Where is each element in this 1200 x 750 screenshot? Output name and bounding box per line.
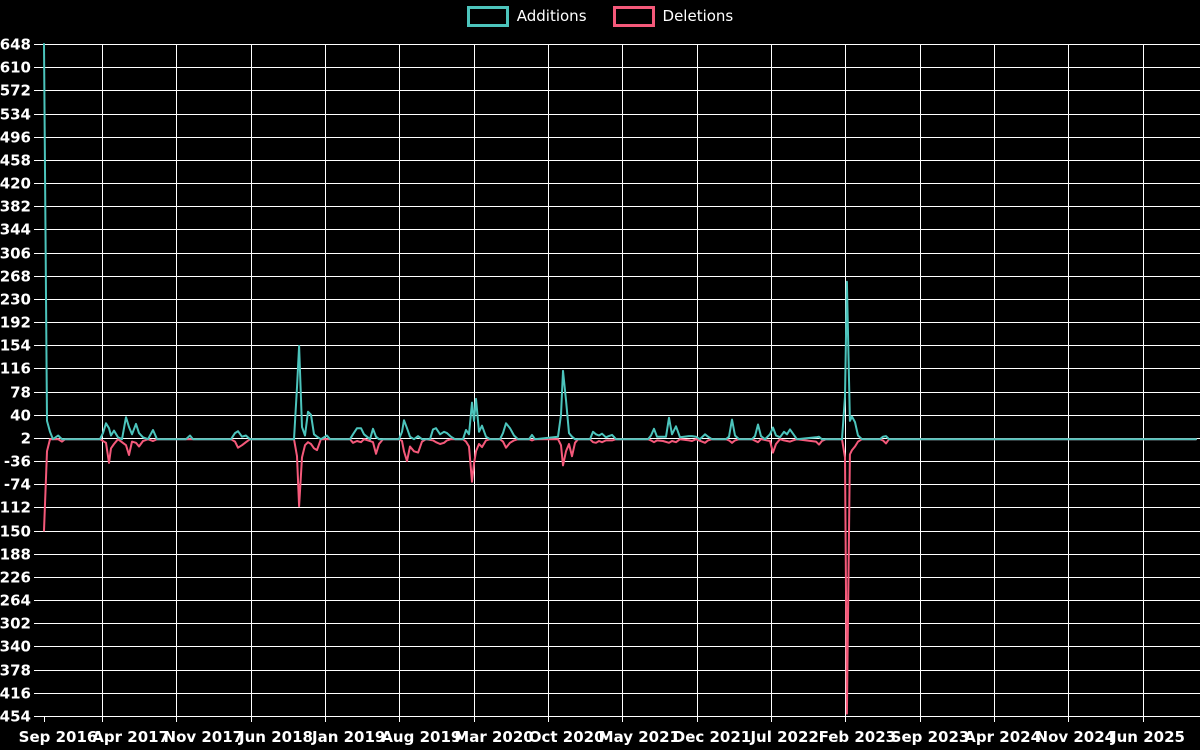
- y-tick-label: 40: [10, 407, 31, 425]
- y-tick-label: -340: [0, 638, 31, 656]
- x-tick-label: Dec 2021: [673, 728, 752, 746]
- y-tick-label: -416: [0, 685, 31, 703]
- x-tick-label: Aug 2019: [381, 728, 461, 746]
- additions-swatch-icon: [466, 6, 509, 27]
- y-tick-label: -264: [0, 592, 31, 610]
- deletions-swatch-icon: [612, 6, 655, 27]
- legend-item-additions[interactable]: Additions: [466, 6, 587, 27]
- x-tick-label: Jul 2022: [749, 728, 818, 746]
- x-tick-label: May 2021: [599, 728, 680, 746]
- y-tick-label: 268: [0, 268, 31, 286]
- y-tick-label: 192: [0, 314, 31, 332]
- legend-label-deletions: Deletions: [662, 7, 734, 25]
- series-line-deletions: [43, 438, 1197, 715]
- y-tick-label: -188: [0, 546, 31, 564]
- y-tick-label: 496: [0, 129, 31, 147]
- chart-legend: Additions Deletions: [0, 6, 1200, 27]
- y-tick-label: -112: [0, 499, 31, 517]
- y-tick-label: 154: [0, 337, 31, 355]
- x-tick-label: Jun 2018: [238, 728, 313, 746]
- y-tick-label: 116: [0, 360, 31, 378]
- x-tick-label: Feb 2023: [819, 728, 897, 746]
- y-tick-label: -302: [0, 615, 31, 633]
- y-tick-label: -36: [4, 453, 31, 471]
- y-tick-label: 78: [10, 384, 31, 402]
- x-tick-label: Sep 2016: [19, 728, 98, 746]
- y-tick-label: 648: [0, 36, 31, 54]
- legend-label-additions: Additions: [516, 7, 587, 25]
- x-tick-label: Sep 2023: [891, 728, 970, 746]
- y-tick-label: -378: [0, 662, 31, 680]
- y-tick-label: 534: [0, 106, 31, 124]
- x-tick-label: Apr 2017: [92, 728, 169, 746]
- y-tick-label: 344: [0, 221, 31, 239]
- y-tick-label: 610: [0, 59, 31, 77]
- series-line-additions: [43, 43, 1197, 441]
- y-tick-label: -74: [4, 476, 31, 494]
- y-tick-label: -454: [0, 708, 31, 726]
- x-tick-label: Jun 2025: [1110, 728, 1185, 746]
- y-tick-label: -226: [0, 569, 31, 587]
- x-tick-label: Apr 2024: [964, 728, 1041, 746]
- legend-item-deletions[interactable]: Deletions: [612, 6, 734, 27]
- y-tick-label: 420: [0, 175, 31, 193]
- x-tick-label: Mar 2020: [454, 728, 533, 746]
- y-tick-label: 306: [0, 245, 31, 263]
- x-tick-label: Jan 2019: [311, 728, 385, 746]
- y-tick-label: 572: [0, 82, 31, 100]
- y-tick-label: 230: [0, 291, 31, 309]
- y-tick-label: 458: [0, 152, 31, 170]
- y-tick-label: -150: [0, 523, 31, 541]
- x-tick-label: Oct 2020: [529, 728, 605, 746]
- x-tick-label: Nov 2024: [1036, 728, 1116, 746]
- y-tick-label: 2: [21, 430, 31, 448]
- x-tick-label: Nov 2017: [164, 728, 244, 746]
- y-tick-label: 382: [0, 198, 31, 216]
